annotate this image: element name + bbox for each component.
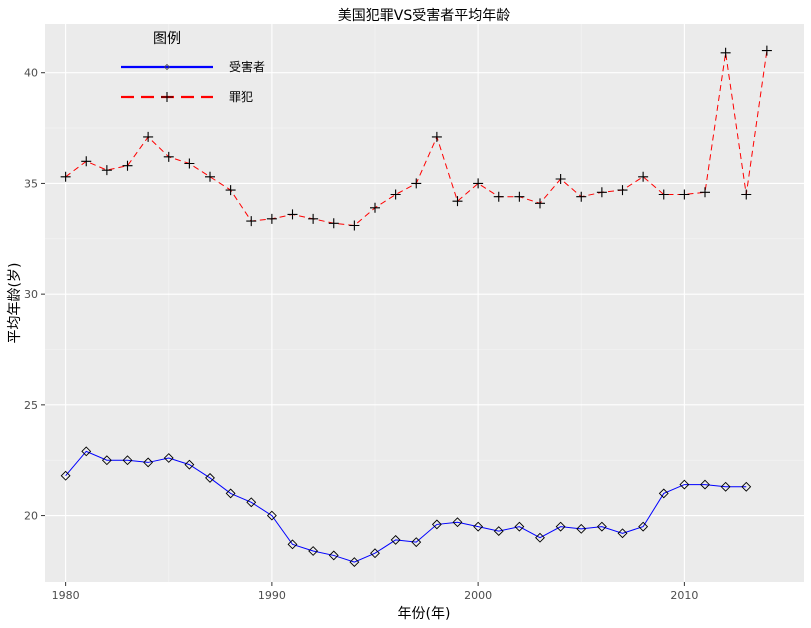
y-tick-label: 25 [24, 399, 38, 412]
legend-item-1-label: 受害者 [229, 59, 265, 74]
series-2-point [638, 171, 649, 182]
series-2-point [431, 131, 442, 142]
series-1-point [205, 472, 215, 483]
series-1-point [576, 523, 587, 534]
x-tick-label: 1990 [258, 589, 286, 602]
x-tick-label: 1980 [52, 589, 80, 602]
series-1-point [617, 528, 628, 539]
legend-item-2: 罪犯 [121, 90, 253, 104]
series-2-point [60, 171, 71, 182]
series-1-point [308, 546, 319, 556]
series-2-point [370, 202, 380, 213]
series-2-point [452, 196, 463, 207]
series-2-point [514, 191, 525, 202]
series-2-point [308, 213, 319, 224]
series-1-point [163, 453, 174, 463]
series-1-point [720, 481, 731, 492]
series-1-point [287, 539, 298, 550]
series-layer [60, 45, 772, 568]
series-2-point [122, 160, 133, 171]
series-1-point [473, 521, 484, 532]
series-1-point [328, 550, 339, 561]
series-1-point [431, 519, 442, 530]
y-tick-label: 30 [24, 288, 38, 301]
series-1-point [225, 488, 236, 499]
series-1-line [65, 450, 747, 563]
series-2-point [246, 216, 257, 227]
legend-item-2-label: 罪犯 [229, 90, 253, 104]
series-2-point [761, 45, 772, 56]
x-axis-title: 年份(年) [398, 606, 451, 622]
series-1-point [246, 497, 257, 508]
series-2-point [473, 178, 484, 189]
legend-item-2-marker [161, 92, 173, 102]
series-1-point [493, 526, 504, 537]
series-1-point [266, 510, 277, 521]
series-2-point [205, 171, 215, 182]
legend-item-1: 受害者 [121, 59, 265, 74]
series-1-point [81, 446, 92, 457]
series-1-point [370, 548, 380, 559]
series-1-point [741, 481, 752, 492]
grid [45, 24, 804, 582]
series-1 [60, 446, 752, 568]
series-2-point [101, 165, 112, 176]
series-1-point [101, 455, 112, 466]
series-1-point [596, 521, 607, 532]
series-1-point [60, 470, 71, 481]
series-2-point [555, 174, 566, 184]
series-2-point [596, 187, 607, 198]
series-1-point [679, 479, 690, 490]
series-2-point [143, 131, 154, 142]
series-1-point [143, 457, 154, 468]
series-1-point [658, 488, 669, 499]
series-1-point [122, 455, 133, 466]
y-axis-title: 平均年龄(岁) [7, 263, 23, 344]
plot-panel [45, 24, 804, 582]
series-2-point [658, 189, 669, 200]
x-tick-label: 2000 [464, 589, 492, 602]
y-tick-label: 20 [24, 510, 38, 523]
series-2-point [225, 185, 236, 196]
series-1-point [349, 557, 360, 568]
series-1-point [555, 521, 566, 532]
y-tick-label: 40 [24, 67, 38, 80]
series-1-point [514, 521, 525, 532]
series-2-point [493, 191, 504, 202]
series-2 [60, 45, 772, 231]
series-2-point [617, 185, 628, 196]
x-tick-label: 2010 [670, 589, 698, 602]
series-1-point [535, 532, 545, 543]
series-2-point [349, 220, 360, 231]
series-2-point [700, 187, 710, 198]
series-2-point [741, 189, 752, 200]
series-2-point [576, 191, 587, 202]
series-2-point [720, 47, 731, 58]
series-2-point [328, 218, 339, 229]
y-tick-label: 35 [24, 177, 38, 190]
series-2-point [287, 209, 298, 220]
chart-title: 美国犯罪VS受害者平均年龄 [338, 8, 510, 24]
series-2-point [266, 213, 277, 224]
series-1-point [700, 479, 710, 490]
series-1-point [638, 521, 649, 532]
legend-title: 图例 [153, 31, 181, 47]
series-1-point [411, 537, 422, 548]
series-2-point [679, 189, 690, 200]
series-2-point [411, 178, 422, 189]
series-1-point [452, 517, 463, 528]
series-2-point [163, 151, 174, 162]
series-1-point [390, 534, 401, 545]
legend-item-1-marker [163, 63, 171, 71]
y-axis: 20 25 30 35 40 [24, 67, 45, 523]
series-2-point [81, 156, 92, 167]
series-2-point [390, 189, 401, 200]
series-2-point [535, 198, 545, 209]
x-axis: 1980 1990 2000 2010 [52, 582, 698, 602]
series-1-point [184, 459, 195, 470]
series-2-point [184, 158, 195, 169]
